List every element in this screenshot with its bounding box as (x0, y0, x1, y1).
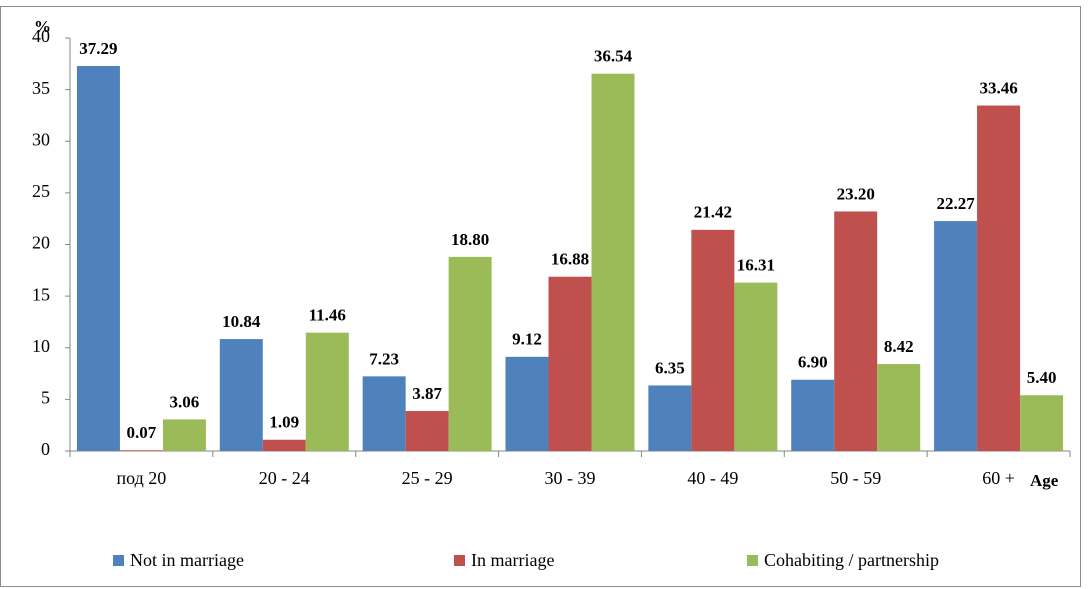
y-tick-label: 5 (41, 388, 50, 408)
data-label: 0.07 (127, 423, 157, 442)
bar (877, 364, 921, 451)
bar (834, 211, 878, 451)
data-label: 6.90 (798, 353, 828, 372)
x-axis-label: Age (1030, 471, 1059, 490)
bar (76, 65, 120, 452)
bar (648, 385, 692, 451)
legend-swatch (454, 555, 465, 566)
y-tick-label: 40 (32, 26, 50, 46)
chart-frame (0, 6, 1081, 587)
data-label: 21.42 (694, 203, 732, 222)
legend-label: Cohabiting / partnership (764, 550, 939, 570)
data-label: 11.46 (309, 306, 346, 325)
bar (934, 221, 978, 451)
y-tick-label: 0 (41, 439, 50, 459)
bar (362, 376, 406, 451)
legend-swatch (747, 555, 758, 566)
y-tick-label: 25 (32, 181, 50, 201)
data-label: 1.09 (269, 413, 299, 432)
data-label: 23.20 (837, 184, 875, 203)
data-label: 18.80 (451, 230, 489, 249)
bar (977, 105, 1021, 451)
data-label: 3.87 (412, 384, 442, 403)
data-label: 16.88 (551, 250, 589, 269)
bar (548, 276, 592, 451)
data-label: 37.29 (79, 39, 117, 58)
data-label: 16.31 (737, 256, 775, 275)
data-label: 36.54 (594, 47, 633, 66)
bar (734, 282, 778, 451)
y-axis-label: % (34, 17, 51, 36)
x-tick-label: 25 - 29 (402, 468, 453, 488)
y-tick-label: 35 (32, 78, 50, 98)
data-label: 22.27 (936, 194, 975, 213)
legend-swatch (113, 555, 124, 566)
data-label: 6.35 (655, 358, 685, 377)
y-tick-label: 30 (32, 129, 50, 149)
bar (691, 229, 735, 451)
x-tick-label: 60 + (982, 468, 1015, 488)
bar (219, 339, 263, 451)
data-label: 3.06 (170, 392, 200, 411)
x-tick-label: 50 - 59 (830, 468, 881, 488)
data-label: 8.42 (884, 337, 914, 356)
bar (505, 356, 549, 451)
bar (405, 411, 449, 451)
bar (1020, 395, 1064, 451)
x-tick-label: 20 - 24 (259, 468, 310, 488)
y-tick-label: 10 (32, 336, 50, 356)
data-label: 7.23 (369, 349, 399, 368)
x-tick-label: под 20 (117, 468, 167, 488)
legend-label: Not in marriage (130, 550, 244, 570)
legend-label: In marriage (471, 550, 554, 570)
y-tick-label: 20 (32, 233, 50, 253)
bar (448, 256, 492, 451)
y-tick-label: 15 (32, 284, 50, 304)
bar (162, 419, 206, 451)
data-label: 9.12 (512, 330, 542, 349)
bar (305, 332, 349, 451)
bar (119, 450, 163, 451)
data-label: 5.40 (1027, 368, 1057, 387)
bar (791, 379, 835, 451)
bar (591, 73, 635, 452)
data-label: 10.84 (222, 312, 261, 331)
data-label: 33.46 (979, 78, 1017, 97)
x-tick-label: 40 - 49 (687, 468, 738, 488)
x-tick-label: 30 - 39 (545, 468, 596, 488)
bar (262, 439, 306, 451)
